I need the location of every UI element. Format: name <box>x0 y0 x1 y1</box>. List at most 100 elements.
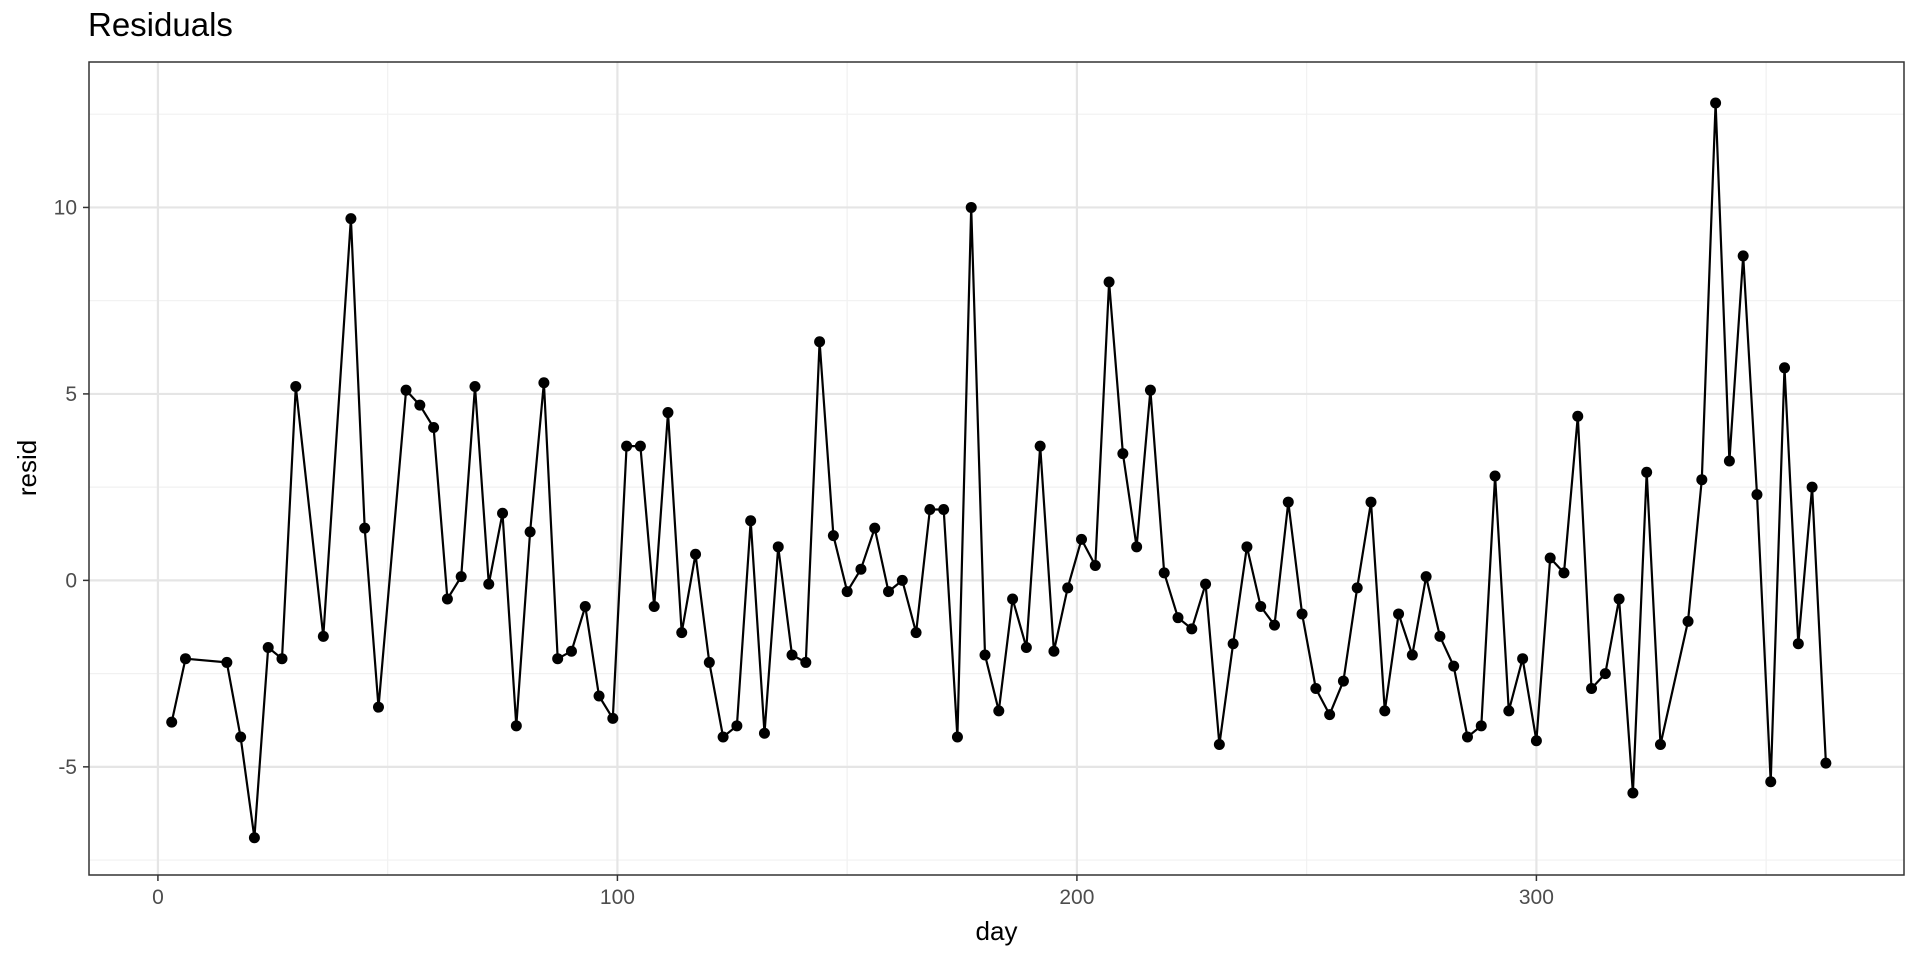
data-point <box>1489 470 1501 482</box>
data-point <box>359 522 371 534</box>
data-point <box>1131 541 1143 553</box>
data-point <box>634 440 646 452</box>
data-point <box>1613 593 1625 605</box>
data-point <box>441 593 453 605</box>
data-point <box>400 384 412 396</box>
data-point <box>676 627 688 639</box>
data-point <box>235 731 247 743</box>
data-point <box>690 548 702 560</box>
data-point <box>1503 705 1515 717</box>
data-point <box>1696 474 1708 486</box>
data-point <box>1186 623 1198 635</box>
data-point <box>621 440 633 452</box>
data-point <box>1076 533 1088 545</box>
data-point <box>221 656 233 668</box>
data-point <box>1530 735 1542 747</box>
data-point <box>1268 619 1280 631</box>
data-point <box>1296 608 1308 620</box>
data-point <box>1599 668 1611 680</box>
data-point <box>841 586 853 598</box>
data-point <box>703 656 715 668</box>
y-tick-label: 5 <box>65 383 77 406</box>
data-point <box>800 656 812 668</box>
data-point <box>951 731 963 743</box>
data-point <box>469 380 481 392</box>
data-point <box>1517 653 1529 665</box>
data-point <box>1779 362 1791 374</box>
data-point <box>662 407 674 419</box>
data-point <box>1089 559 1101 571</box>
data-point <box>262 642 274 654</box>
data-point <box>1103 276 1115 288</box>
data-point <box>248 832 260 844</box>
series-line <box>170 101 1827 839</box>
data-point <box>1765 776 1777 788</box>
data-point <box>745 515 757 527</box>
x-tick-label: 200 <box>1059 886 1094 909</box>
data-point <box>1572 410 1584 422</box>
data-point <box>565 645 577 657</box>
grid-lines <box>89 62 1904 875</box>
data-point <box>1751 489 1763 501</box>
data-point <box>924 504 936 516</box>
data-point <box>552 653 564 665</box>
data-point <box>896 574 908 586</box>
data-point <box>1310 683 1322 695</box>
data-point <box>1200 578 1212 590</box>
y-tick-label: -5 <box>58 756 77 779</box>
data-point <box>593 690 605 702</box>
data-point <box>717 731 729 743</box>
data-point <box>827 530 839 542</box>
data-point <box>497 507 509 519</box>
data-point <box>855 563 867 575</box>
data-point <box>648 600 660 612</box>
data-point <box>1062 582 1074 594</box>
data-point <box>772 541 784 553</box>
data-point <box>1586 683 1598 695</box>
data-point <box>1806 481 1818 493</box>
data-point <box>1820 757 1832 769</box>
data-point <box>869 522 881 534</box>
data-point <box>1379 705 1391 717</box>
data-point <box>1365 496 1377 508</box>
data-point <box>510 720 522 732</box>
data-point <box>1034 440 1046 452</box>
data-point <box>1682 615 1694 627</box>
data-point <box>814 336 826 348</box>
data-point <box>166 716 178 728</box>
data-point <box>579 600 591 612</box>
data-point <box>1393 608 1405 620</box>
x-tick-label: 300 <box>1519 886 1554 909</box>
data-point <box>1213 738 1225 750</box>
data-point <box>910 627 922 639</box>
data-point <box>1420 571 1432 583</box>
data-point <box>1627 787 1639 799</box>
data-point <box>1461 731 1473 743</box>
data-point <box>1654 738 1666 750</box>
data-point <box>883 586 895 598</box>
data-point <box>1158 567 1170 579</box>
data-point <box>1324 709 1336 721</box>
data-point <box>1255 600 1267 612</box>
y-axis-title: resid <box>12 440 42 496</box>
data-point <box>1337 675 1349 687</box>
x-axis-title: day <box>976 916 1018 946</box>
y-tick-label: 0 <box>65 569 77 592</box>
data-point <box>1737 250 1749 262</box>
data-point <box>979 649 991 661</box>
data-point <box>1172 612 1184 624</box>
data-point <box>965 201 977 213</box>
data-point <box>372 701 384 713</box>
data-point <box>731 720 743 732</box>
data-point <box>1241 541 1253 553</box>
data-point <box>1710 97 1722 109</box>
data-point <box>290 380 302 392</box>
data-point <box>1020 642 1032 654</box>
data-point <box>1144 384 1156 396</box>
data-point <box>1406 649 1418 661</box>
data-point <box>607 712 619 724</box>
data-point <box>428 421 440 433</box>
data-point <box>276 653 288 665</box>
